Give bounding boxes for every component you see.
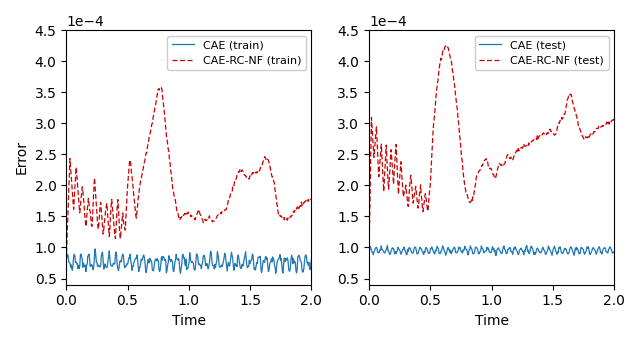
CAE-RC-NF (test) — [544, 131, 552, 135]
X-axis label: Time: Time — [172, 314, 206, 328]
CAE-RC-NF (test) — [445, 51, 453, 56]
Legend: CAE (train), CAE-RC-NF (train): CAE (train), CAE-RC-NF (train) — [167, 36, 306, 70]
CAE-RC-NF (test) — [365, 252, 373, 256]
Y-axis label: Error: Error — [15, 140, 29, 175]
CAE-RC-NF (test) — [610, 118, 618, 122]
Line: CAE-RC-NF (train): CAE-RC-NF (train) — [67, 88, 311, 260]
CAE (train) — [217, 264, 225, 268]
CAE-RC-NF (train) — [157, 86, 165, 90]
CAE (train) — [143, 267, 150, 271]
CAE-RC-NF (train) — [63, 258, 70, 262]
CAE-RC-NF (train) — [241, 173, 249, 177]
CAE-RC-NF (test) — [395, 192, 403, 196]
Legend: CAE (test), CAE-RC-NF (test): CAE (test), CAE-RC-NF (test) — [475, 36, 609, 70]
CAE (train) — [92, 247, 99, 251]
CAE (test) — [396, 247, 403, 251]
CAE (train) — [307, 258, 315, 262]
CAE-RC-NF (test) — [442, 44, 450, 48]
CAE-RC-NF (train) — [307, 198, 315, 202]
CAE (test) — [383, 243, 391, 247]
CAE-RC-NF (test) — [463, 190, 470, 194]
CAE (train) — [241, 253, 249, 257]
CAE (test) — [365, 249, 373, 253]
Line: CAE-RC-NF (test): CAE-RC-NF (test) — [369, 46, 614, 254]
CAE (test) — [520, 249, 528, 253]
CAE-RC-NF (train) — [217, 212, 225, 216]
CAE (test) — [545, 244, 552, 248]
CAE (test) — [543, 249, 551, 253]
CAE (train) — [93, 260, 100, 264]
CAE-RC-NF (test) — [543, 132, 550, 137]
CAE (train) — [63, 257, 70, 261]
CAE-RC-NF (train) — [160, 107, 168, 111]
Line: CAE (train): CAE (train) — [67, 249, 311, 273]
CAE (test) — [610, 250, 618, 254]
CAE (test) — [463, 248, 470, 252]
CAE-RC-NF (train) — [92, 194, 100, 198]
X-axis label: Time: Time — [474, 314, 509, 328]
CAE (train) — [160, 255, 168, 259]
CAE (test) — [445, 247, 453, 251]
CAE-RC-NF (train) — [240, 172, 248, 176]
CAE (train) — [240, 259, 248, 263]
Line: CAE (test): CAE (test) — [369, 245, 614, 256]
CAE (train) — [272, 271, 280, 275]
CAE-RC-NF (train) — [142, 151, 150, 155]
CAE (test) — [492, 253, 500, 258]
CAE-RC-NF (test) — [520, 142, 527, 146]
